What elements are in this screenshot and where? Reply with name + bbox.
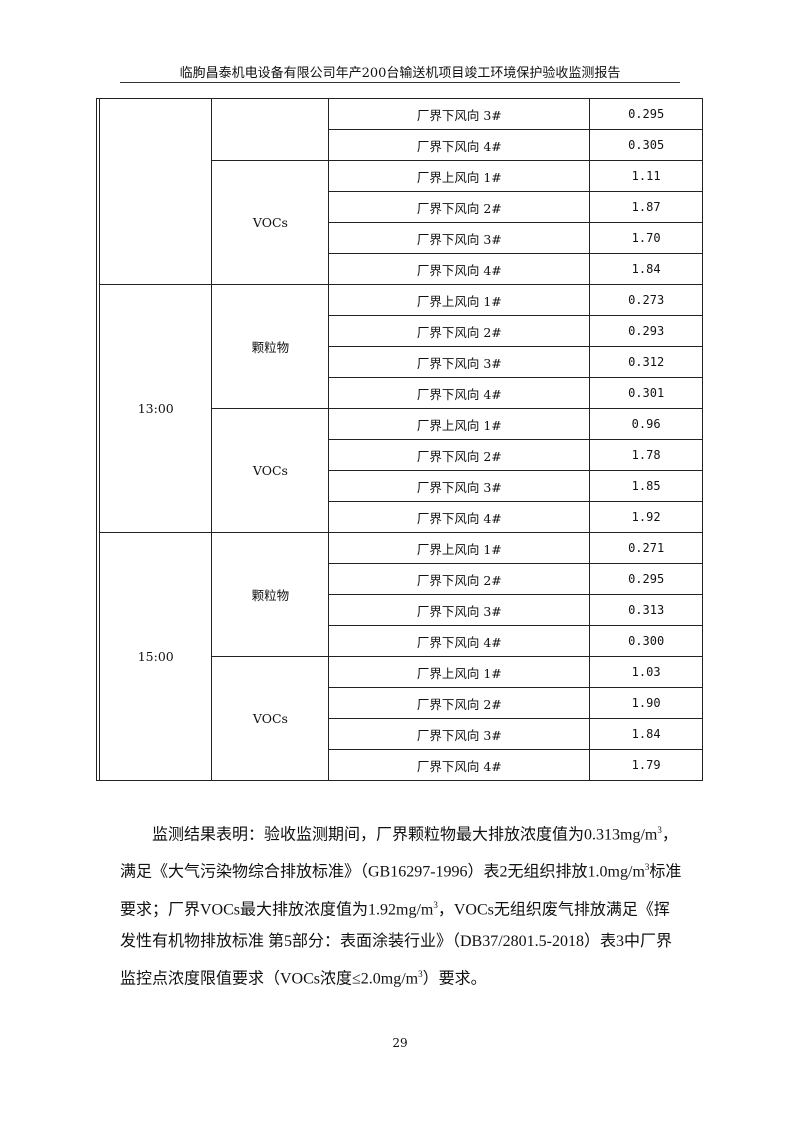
- pollutant-cell: 颗粒物: [211, 532, 330, 657]
- point-cell: 厂界下风向 2#: [328, 563, 591, 595]
- value-cell: 1.85: [589, 470, 703, 502]
- value-cell: 0.271: [589, 532, 703, 564]
- table-row: 厂界下风向 4# 0.300: [97, 625, 703, 657]
- point-cell: 厂界上风向 1#: [328, 532, 591, 564]
- sup: 3: [644, 862, 650, 873]
- value-cell: 0.273: [589, 284, 703, 316]
- page-number: 29: [392, 1036, 408, 1050]
- value-cell: 0.293: [589, 315, 703, 347]
- point-cell: 厂界下风向 4#: [328, 749, 591, 781]
- table-row: VOCs 厂界上风向 1# 1.03: [97, 656, 703, 781]
- value-cell: 1.84: [589, 253, 703, 285]
- text: 标准要求；厂界VOCs最大排放浓度值为1.92mg/m: [120, 863, 682, 918]
- value-cell: 0.96: [589, 408, 703, 440]
- point-cell: 厂界下风向 4#: [328, 377, 591, 409]
- value-cell: 1.03: [589, 656, 703, 688]
- time-cell: 13:00: [99, 284, 213, 533]
- table-row: 厂界下风向 4# 1.84: [97, 253, 703, 285]
- sup: 3: [418, 968, 423, 979]
- conclusion-paragraph: 监测结果表明：验收监测期间，厂界颗粒物最大排放浓度值为0.313mg/m3，满足…: [120, 814, 685, 995]
- value-cell: 1.92: [589, 501, 703, 533]
- table-row: 13:00 颗粒物 厂界上风向 1# 0.273: [97, 284, 703, 533]
- table-row: 厂界下风向 4# 0.301: [97, 377, 703, 409]
- monitoring-results-table: 厂界下风向 3# 0.295 厂界下风向 4# 0.305 VOCs 厂界上风向 1# 1.…: [95, 98, 703, 781]
- pollutant-cell: VOCs: [211, 656, 330, 781]
- table-row: 厂界下风向 2# 1.87: [97, 191, 703, 223]
- point-cell: 厂界下风向 4#: [328, 253, 591, 285]
- time-cell: [99, 98, 213, 285]
- date-cell: [95, 98, 101, 781]
- value-cell: 0.295: [589, 563, 703, 595]
- value-cell: 0.300: [589, 625, 703, 657]
- table-row: VOCs 厂界上风向 1# 0.96: [97, 408, 703, 533]
- text: ，满足《大气污染物综合排放标准》（GB16297-1996）表2无组织排放1.0…: [120, 826, 678, 881]
- table-row: 15:00 颗粒物 厂界上风向 1# 0.271: [97, 532, 703, 781]
- point-cell: 厂界下风向 3#: [328, 718, 591, 750]
- value-cell: 0.301: [589, 377, 703, 409]
- value-cell: 1.84: [589, 718, 703, 750]
- value-cell: 1.79: [589, 749, 703, 781]
- value-cell: 1.70: [589, 222, 703, 254]
- value-cell: 1.11: [589, 160, 703, 192]
- point-cell: 厂界下风向 4#: [328, 625, 591, 657]
- pollutant-cell: 颗粒物: [211, 284, 330, 409]
- text: ，VOCs无组织废气排放满足《挥发性有机物排放标准 第5部分：表面涂装行业》（D…: [120, 900, 673, 988]
- table-row: 厂界下风向 3# 1.85: [97, 470, 703, 502]
- pollutant-cell: VOCs: [211, 408, 330, 533]
- table-row: 厂界下风向 3# 0.312: [97, 346, 703, 378]
- value-cell: 1.87: [589, 191, 703, 223]
- sup: 3: [433, 899, 438, 910]
- table-row: 厂界下风向 2# 0.295: [97, 563, 703, 595]
- table-row: VOCs 厂界上风向 1# 1.11: [97, 160, 703, 285]
- point-cell: 厂界下风向 4#: [328, 501, 591, 533]
- point-cell: 厂界下风向 3#: [328, 98, 591, 130]
- point-cell: 厂界下风向 3#: [328, 470, 591, 502]
- point-cell: 厂界下风向 2#: [328, 315, 591, 347]
- value-cell: 0.312: [589, 346, 703, 378]
- pollutant-cell: VOCs: [211, 160, 330, 285]
- header-divider: [120, 82, 680, 83]
- value-cell: 0.305: [589, 129, 703, 161]
- table-row: 厂界下风向 3# 0.295: [95, 98, 703, 781]
- value-cell: 0.313: [589, 594, 703, 626]
- point-cell: 厂界下风向 2#: [328, 191, 591, 223]
- point-cell: 厂界下风向 2#: [328, 439, 591, 471]
- point-cell: 厂界下风向 2#: [328, 687, 591, 719]
- point-cell: 厂界下风向 3#: [328, 346, 591, 378]
- table-row: 厂界下风向 2# 1.90: [97, 687, 703, 719]
- point-cell: 厂界上风向 1#: [328, 656, 591, 688]
- point-cell: 厂界上风向 1#: [328, 408, 591, 440]
- sup: 3: [657, 825, 662, 835]
- point-cell: 厂界下风向 3#: [328, 594, 591, 626]
- value-cell: 0.295: [589, 98, 703, 130]
- point-cell: 厂界上风向 1#: [328, 284, 591, 316]
- table-row: 厂界下风向 4# 1.79: [97, 749, 703, 781]
- value-cell: 1.78: [589, 439, 703, 471]
- point-cell: 厂界下风向 4#: [328, 129, 591, 161]
- time-cell: 15:00: [99, 532, 213, 781]
- table-row: 厂界下风向 4# 0.305: [97, 129, 703, 161]
- point-cell: 厂界下风向 3#: [328, 222, 591, 254]
- pollutant-cell: [211, 98, 330, 161]
- text: 监测结果表明：验收监测期间，厂界颗粒物最大排放浓度值为0.313mg/m: [152, 826, 658, 844]
- table-row: 厂界下风向 3# 0.313: [97, 594, 703, 626]
- value-cell: 1.90: [589, 687, 703, 719]
- text: ）要求。: [422, 970, 487, 988]
- point-cell: 厂界上风向 1#: [328, 160, 591, 192]
- running-header: 临朐昌泰机电设备有限公司年产200台输送机项目竣工环境保护验收监测报告: [179, 66, 621, 81]
